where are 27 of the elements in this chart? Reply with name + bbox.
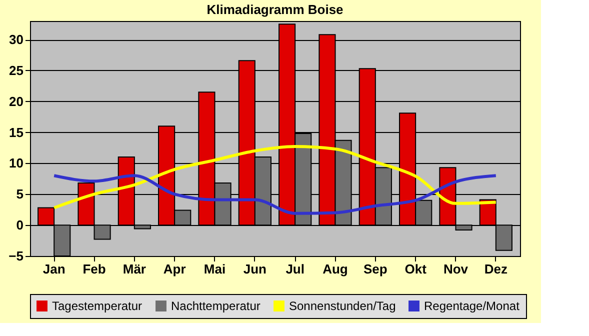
- y-tick-label: 15: [9, 124, 24, 140]
- legend-label: Sonnenstunden/Tag: [289, 299, 396, 313]
- y-tick-label: 30: [9, 32, 24, 48]
- y-tick-label: 0: [16, 218, 24, 233]
- x-tick-label: Dez: [484, 262, 508, 276]
- x-tick-label: Jan: [42, 262, 66, 276]
- x-tick-label: Jul: [286, 262, 304, 276]
- x-tick-label: Okt: [404, 262, 428, 276]
- legend-label: Tagestemperatur: [52, 299, 142, 313]
- line-series: [52, 174, 498, 215]
- legend-label: Nachttemperatur: [171, 299, 260, 313]
- x-tick-label: Sep: [363, 262, 388, 276]
- y-tick-label: 10: [9, 156, 24, 171]
- x-tick-label: Mär: [122, 262, 146, 276]
- y-tick-label: −5: [8, 248, 24, 264]
- y-tick-label: 25: [9, 62, 24, 78]
- chart-title: Klimadiagramm Boise: [206, 2, 344, 17]
- legend-label: Regentage/Monat: [424, 299, 520, 313]
- x-tick-label: Mai: [204, 262, 226, 276]
- x-tick-label: Nov: [443, 262, 469, 276]
- line-series: [52, 145, 498, 210]
- x-tick-label: Aug: [322, 262, 348, 276]
- x-tick-label: Feb: [82, 262, 106, 276]
- x-tick-label: Apr: [163, 262, 186, 276]
- y-tick-label: 20: [9, 94, 24, 109]
- y-tick-label: 5: [16, 186, 24, 202]
- x-tick-label: Jun: [243, 262, 267, 276]
